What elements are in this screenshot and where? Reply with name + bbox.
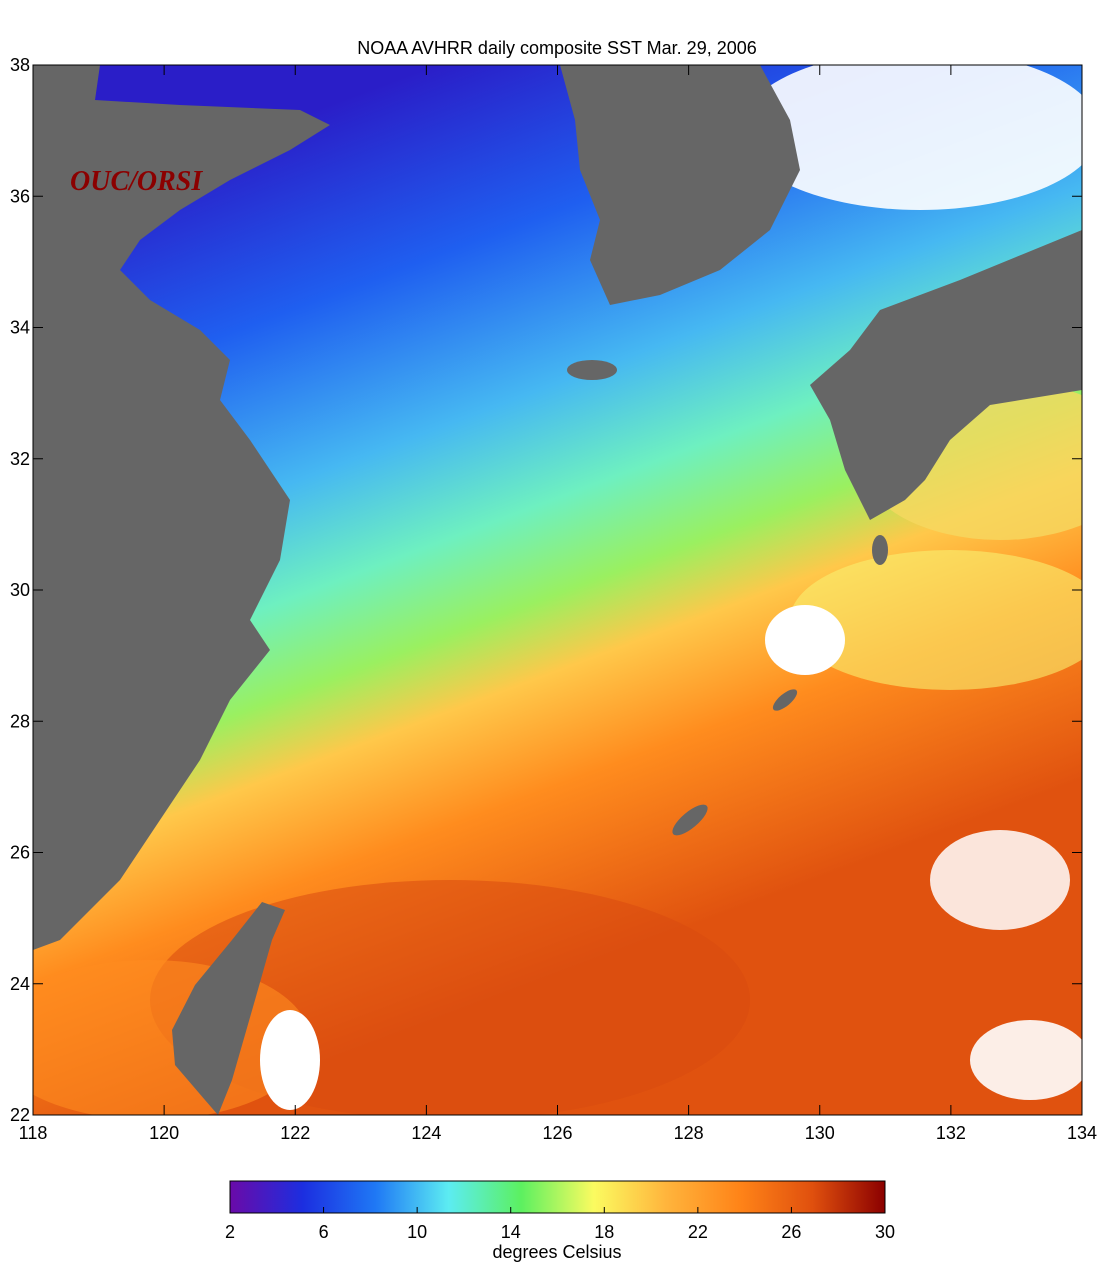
x-tick-label: 132 [936,1123,966,1143]
x-tick-label: 134 [1067,1123,1097,1143]
land-island [672,804,708,836]
x-tick-label: 118 [19,1123,48,1143]
cloud [970,1020,1082,1100]
y-tick-label: 28 [10,711,30,731]
colorbar-tick-label: 10 [407,1222,427,1242]
land-jeju [567,360,617,380]
colorbar-tick-label: 30 [875,1222,895,1242]
x-tick-label: 130 [805,1123,835,1143]
x-tick-label: 122 [280,1123,310,1143]
colorbar-tick-label: 26 [781,1222,801,1242]
y-tick-label: 26 [10,843,30,863]
x-tick-label: 124 [411,1123,441,1143]
y-tick-label: 38 [10,55,30,75]
colorbar-tick-label: 6 [319,1222,329,1242]
x-tick-label: 120 [149,1123,179,1143]
y-tick-label: 34 [10,318,30,338]
cloud [260,1010,320,1110]
colorbar-tick-label: 2 [225,1222,235,1242]
sst-field [33,65,1082,1115]
colorbar-label: degrees Celsius [492,1242,621,1262]
cloud [740,65,1082,210]
y-tick-label: 36 [10,186,30,206]
land-japan [810,230,1082,520]
y-tick-label: 22 [10,1105,30,1125]
colorbar-tick-label: 22 [688,1222,708,1242]
warm-patch [790,550,1082,690]
colorbar-tick-label: 14 [501,1222,521,1242]
land-island [772,689,798,711]
land-island [872,535,888,565]
y-tick-label: 24 [10,974,30,994]
map-title: NOAA AVHRR daily composite SST Mar. 29, … [357,38,757,58]
cloud [930,830,1070,930]
colorbar [229,1180,886,1214]
cloud [765,605,845,675]
land-korea [560,65,800,305]
watermark: OUC/ORSI [70,166,203,197]
land-taiwan [172,902,285,1115]
colorbar-tick-label: 18 [594,1222,614,1242]
x-tick-label: 128 [674,1123,704,1143]
x-tick-label: 126 [542,1123,572,1143]
y-tick-label: 32 [10,449,30,469]
land-china [33,65,330,950]
y-tick-label: 30 [10,580,30,600]
